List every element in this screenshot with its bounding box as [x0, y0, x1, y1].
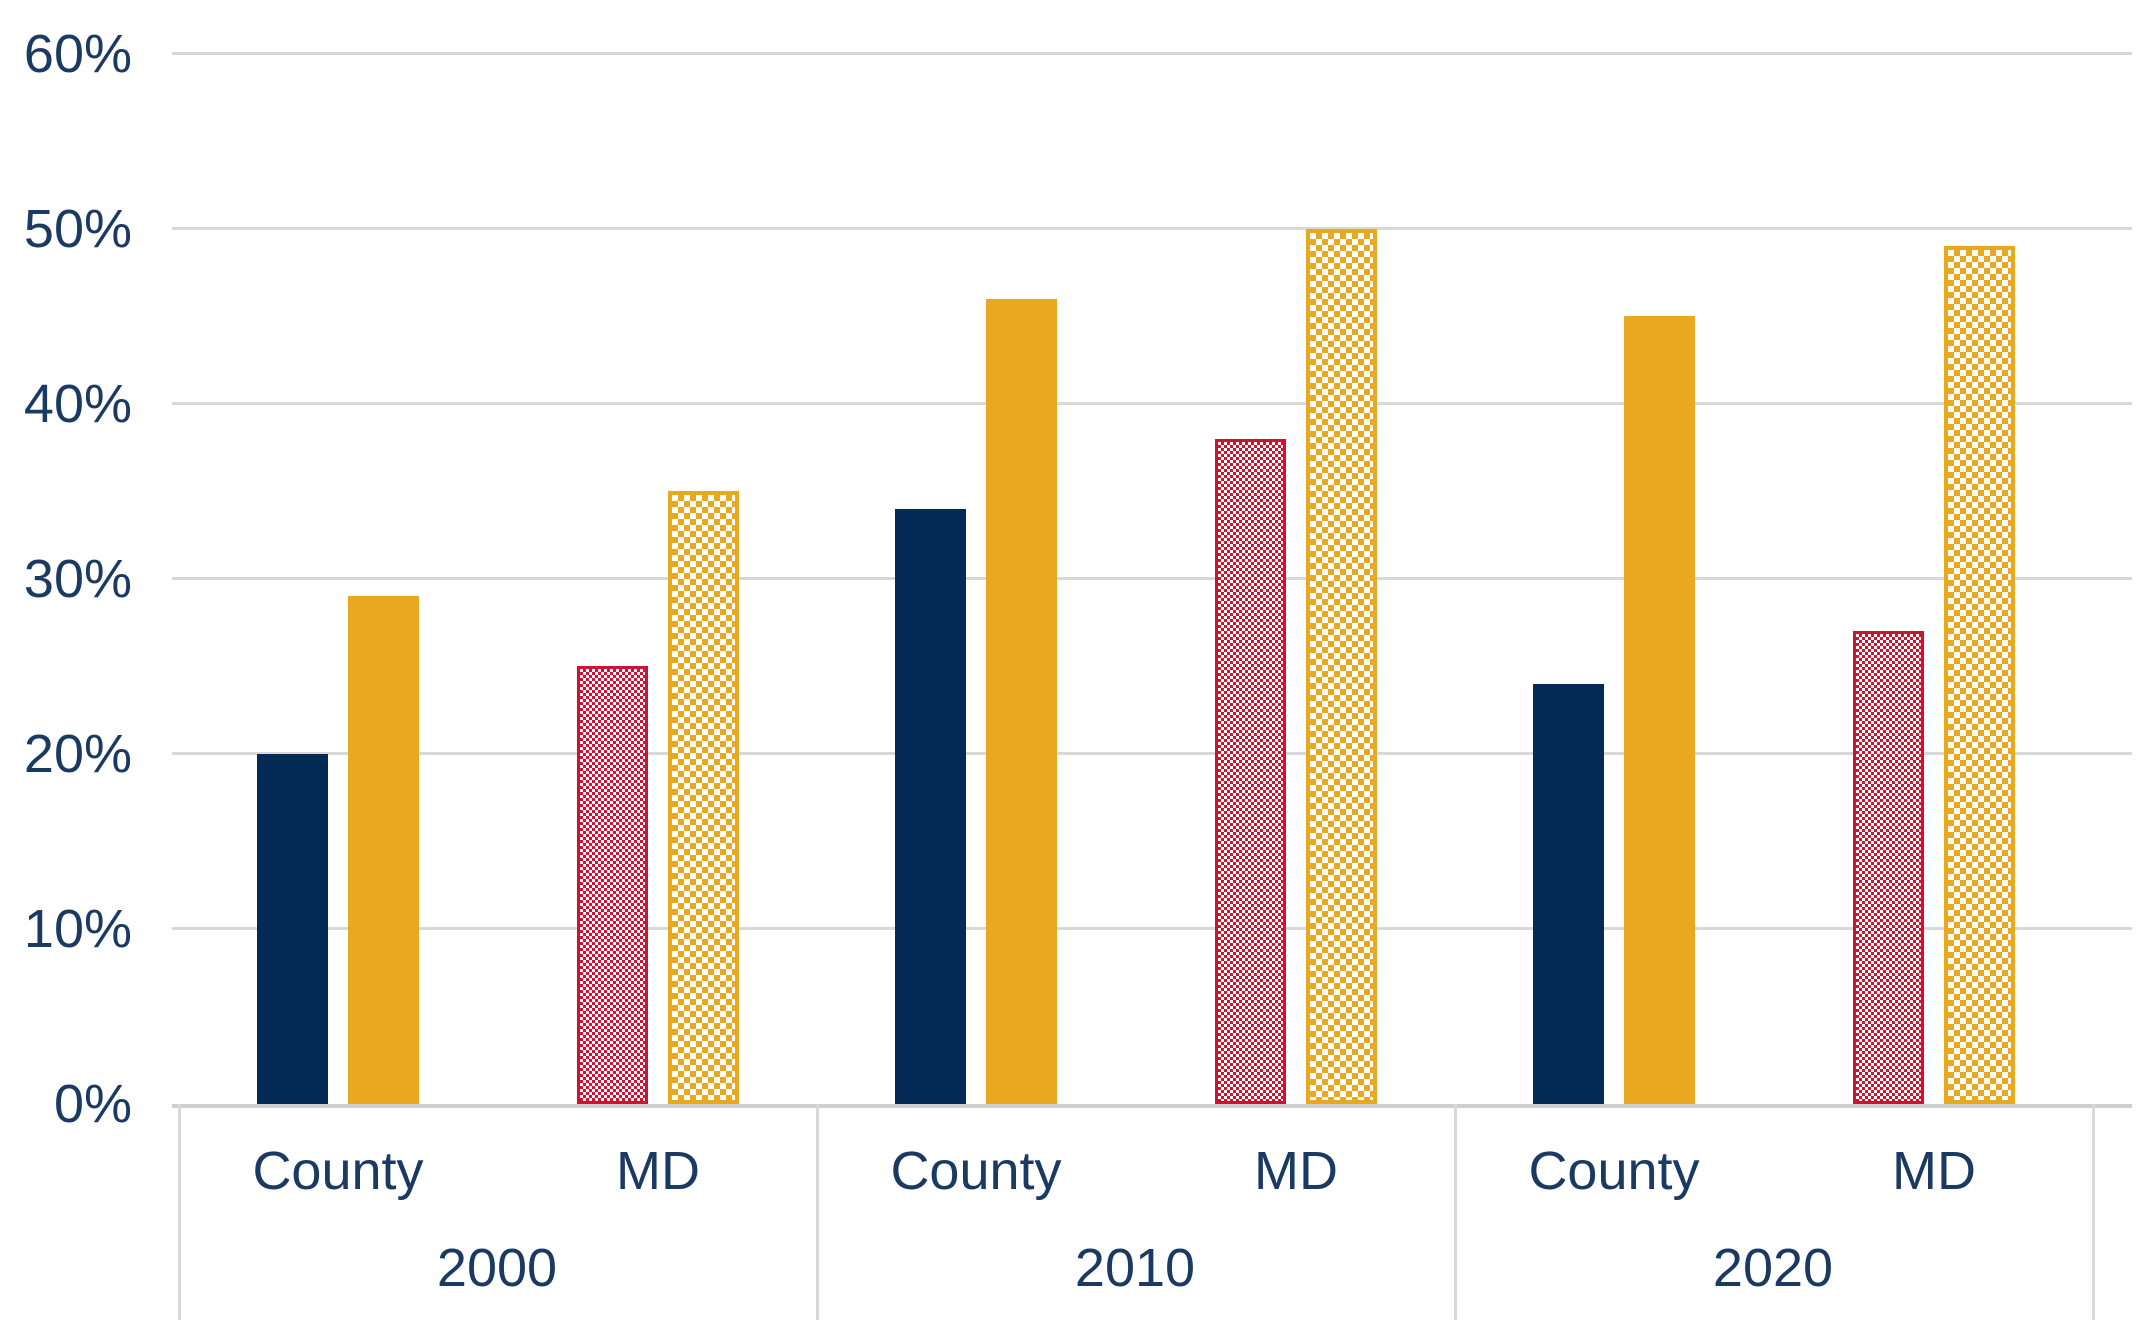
subgroup-label: MD — [616, 1141, 700, 1201]
bar-2010-county-1 — [895, 509, 966, 1104]
bar-2020-md-1 — [1853, 631, 1924, 1104]
x-axis-baseline — [172, 1104, 2132, 1108]
y-tick-label: 30% — [23, 549, 132, 609]
bar-2000-md-1 — [577, 666, 648, 1104]
gridline — [172, 927, 2132, 930]
subgroup-label: County — [252, 1141, 424, 1201]
y-tick-label: 10% — [23, 899, 132, 959]
subgroup-label: County — [890, 1141, 1062, 1201]
gridline — [172, 402, 2132, 405]
y-tick-label: 40% — [23, 374, 132, 434]
gridline — [172, 577, 2132, 580]
subgroup-label: MD — [1892, 1141, 1976, 1201]
y-tick-label: 0% — [53, 1074, 132, 1134]
bar-2000-md-2 — [668, 491, 739, 1104]
gridline — [172, 227, 2132, 230]
y-tick-label: 60% — [23, 24, 132, 84]
group-divider — [2092, 1104, 2095, 1320]
bar-2010-md-1 — [1215, 439, 1286, 1104]
year-label: 2000 — [436, 1238, 558, 1298]
subgroup-label: MD — [1254, 1141, 1338, 1201]
gridline — [172, 52, 2132, 55]
year-label: 2010 — [1074, 1238, 1196, 1298]
bar-2000-county-2 — [348, 596, 419, 1104]
bar-2020-md-2 — [1944, 246, 2015, 1104]
group-divider — [1454, 1104, 1457, 1320]
subgroup-label: County — [1528, 1141, 1700, 1201]
bar-2020-county-2 — [1624, 316, 1695, 1104]
bar-2010-county-2 — [986, 299, 1057, 1104]
bar-2000-county-1 — [257, 754, 328, 1104]
y-tick-label: 20% — [23, 724, 132, 784]
gridline — [172, 752, 2132, 755]
y-tick-label: 50% — [23, 199, 132, 259]
group-divider — [178, 1104, 181, 1320]
bar-2020-county-1 — [1533, 684, 1604, 1104]
group-divider — [816, 1104, 819, 1320]
year-label: 2020 — [1712, 1238, 1834, 1298]
bar-2010-md-2 — [1306, 229, 1377, 1104]
